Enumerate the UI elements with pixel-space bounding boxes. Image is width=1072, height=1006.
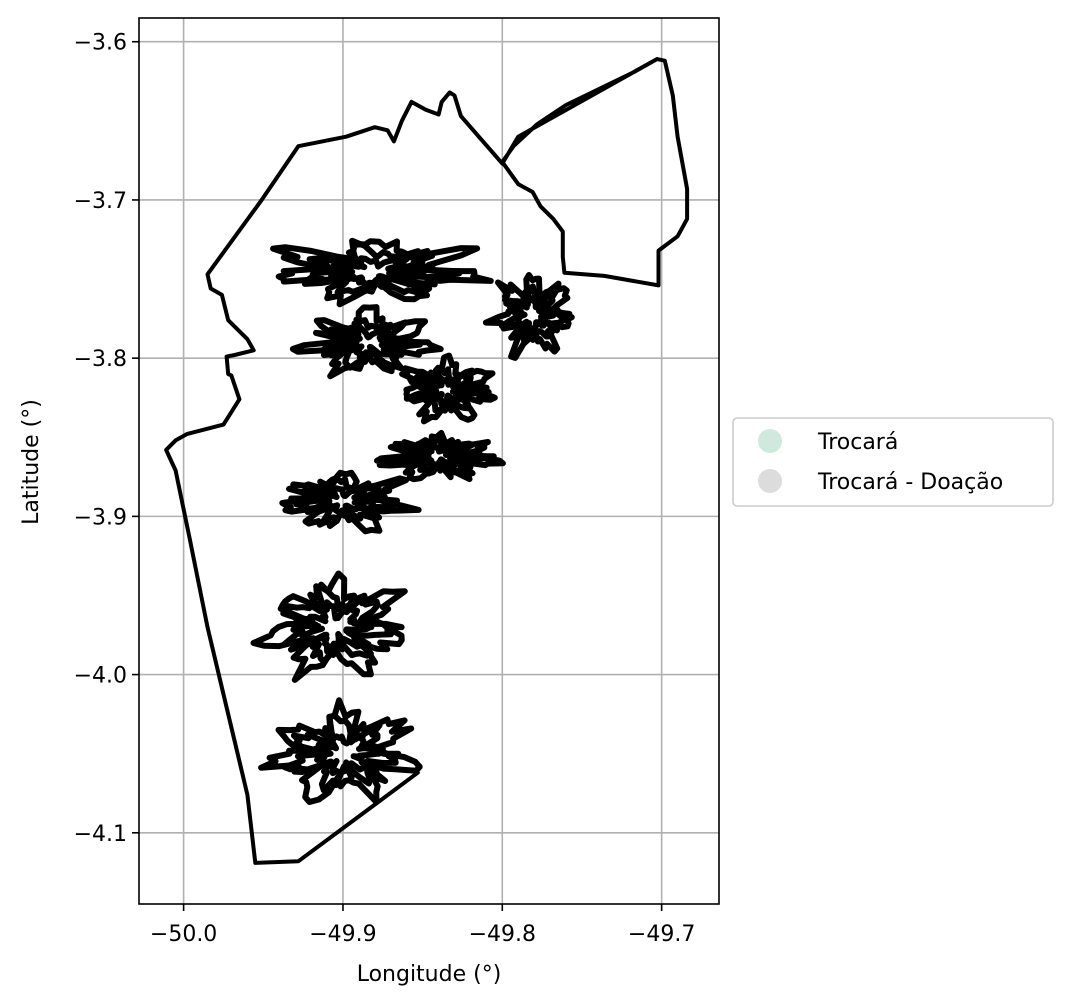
region-outline bbox=[309, 485, 377, 517]
region-outline bbox=[280, 581, 394, 665]
grid-lines bbox=[139, 18, 719, 904]
region-outline bbox=[279, 469, 422, 535]
y-tick-label: −3.6 bbox=[74, 31, 127, 56]
regions-group bbox=[250, 237, 575, 806]
region-outline bbox=[410, 442, 472, 471]
y-ticks: −3.6 −3.7 −3.8 −3.9 −4.0 −4.1 bbox=[74, 31, 139, 847]
y-tick-label: −4.1 bbox=[74, 822, 127, 847]
map-layer bbox=[164, 57, 690, 865]
x-tick-label: −49.8 bbox=[469, 922, 536, 947]
x-tick-label: −49.9 bbox=[309, 922, 376, 947]
legend: Trocará Trocará - Doação bbox=[732, 417, 1054, 507]
y-tick-label: −3.8 bbox=[74, 347, 127, 372]
region-outline bbox=[311, 730, 383, 777]
y-tick-label: −4.0 bbox=[74, 664, 127, 689]
region-outline bbox=[333, 324, 403, 361]
region-outline bbox=[420, 373, 475, 408]
region-outline bbox=[482, 272, 575, 361]
region-outline bbox=[299, 599, 375, 655]
territory-boundary bbox=[164, 57, 690, 865]
legend-label-trocara-doacao: Trocará - Doação bbox=[817, 470, 1003, 495]
axes-frame bbox=[138, 17, 720, 905]
region-outline bbox=[328, 255, 428, 288]
legend-frame bbox=[732, 417, 1054, 507]
y-axis-title: Latitude (°) bbox=[19, 399, 44, 525]
y-tick-label: −3.7 bbox=[74, 189, 127, 214]
x-tick-label: −49.7 bbox=[628, 922, 695, 947]
x-tick-label: −50.0 bbox=[150, 922, 217, 947]
x-axis-title: Longitude (°) bbox=[357, 962, 502, 987]
x-ticks: −50.0 −49.9 −49.8 −49.7 bbox=[150, 904, 695, 947]
legend-label-trocara: Trocará bbox=[817, 430, 898, 455]
legend-marker-trocara bbox=[758, 429, 782, 453]
legend-marker-trocara-doacao bbox=[758, 469, 782, 493]
region-outline bbox=[512, 292, 557, 335]
y-tick-label: −3.9 bbox=[74, 505, 127, 530]
